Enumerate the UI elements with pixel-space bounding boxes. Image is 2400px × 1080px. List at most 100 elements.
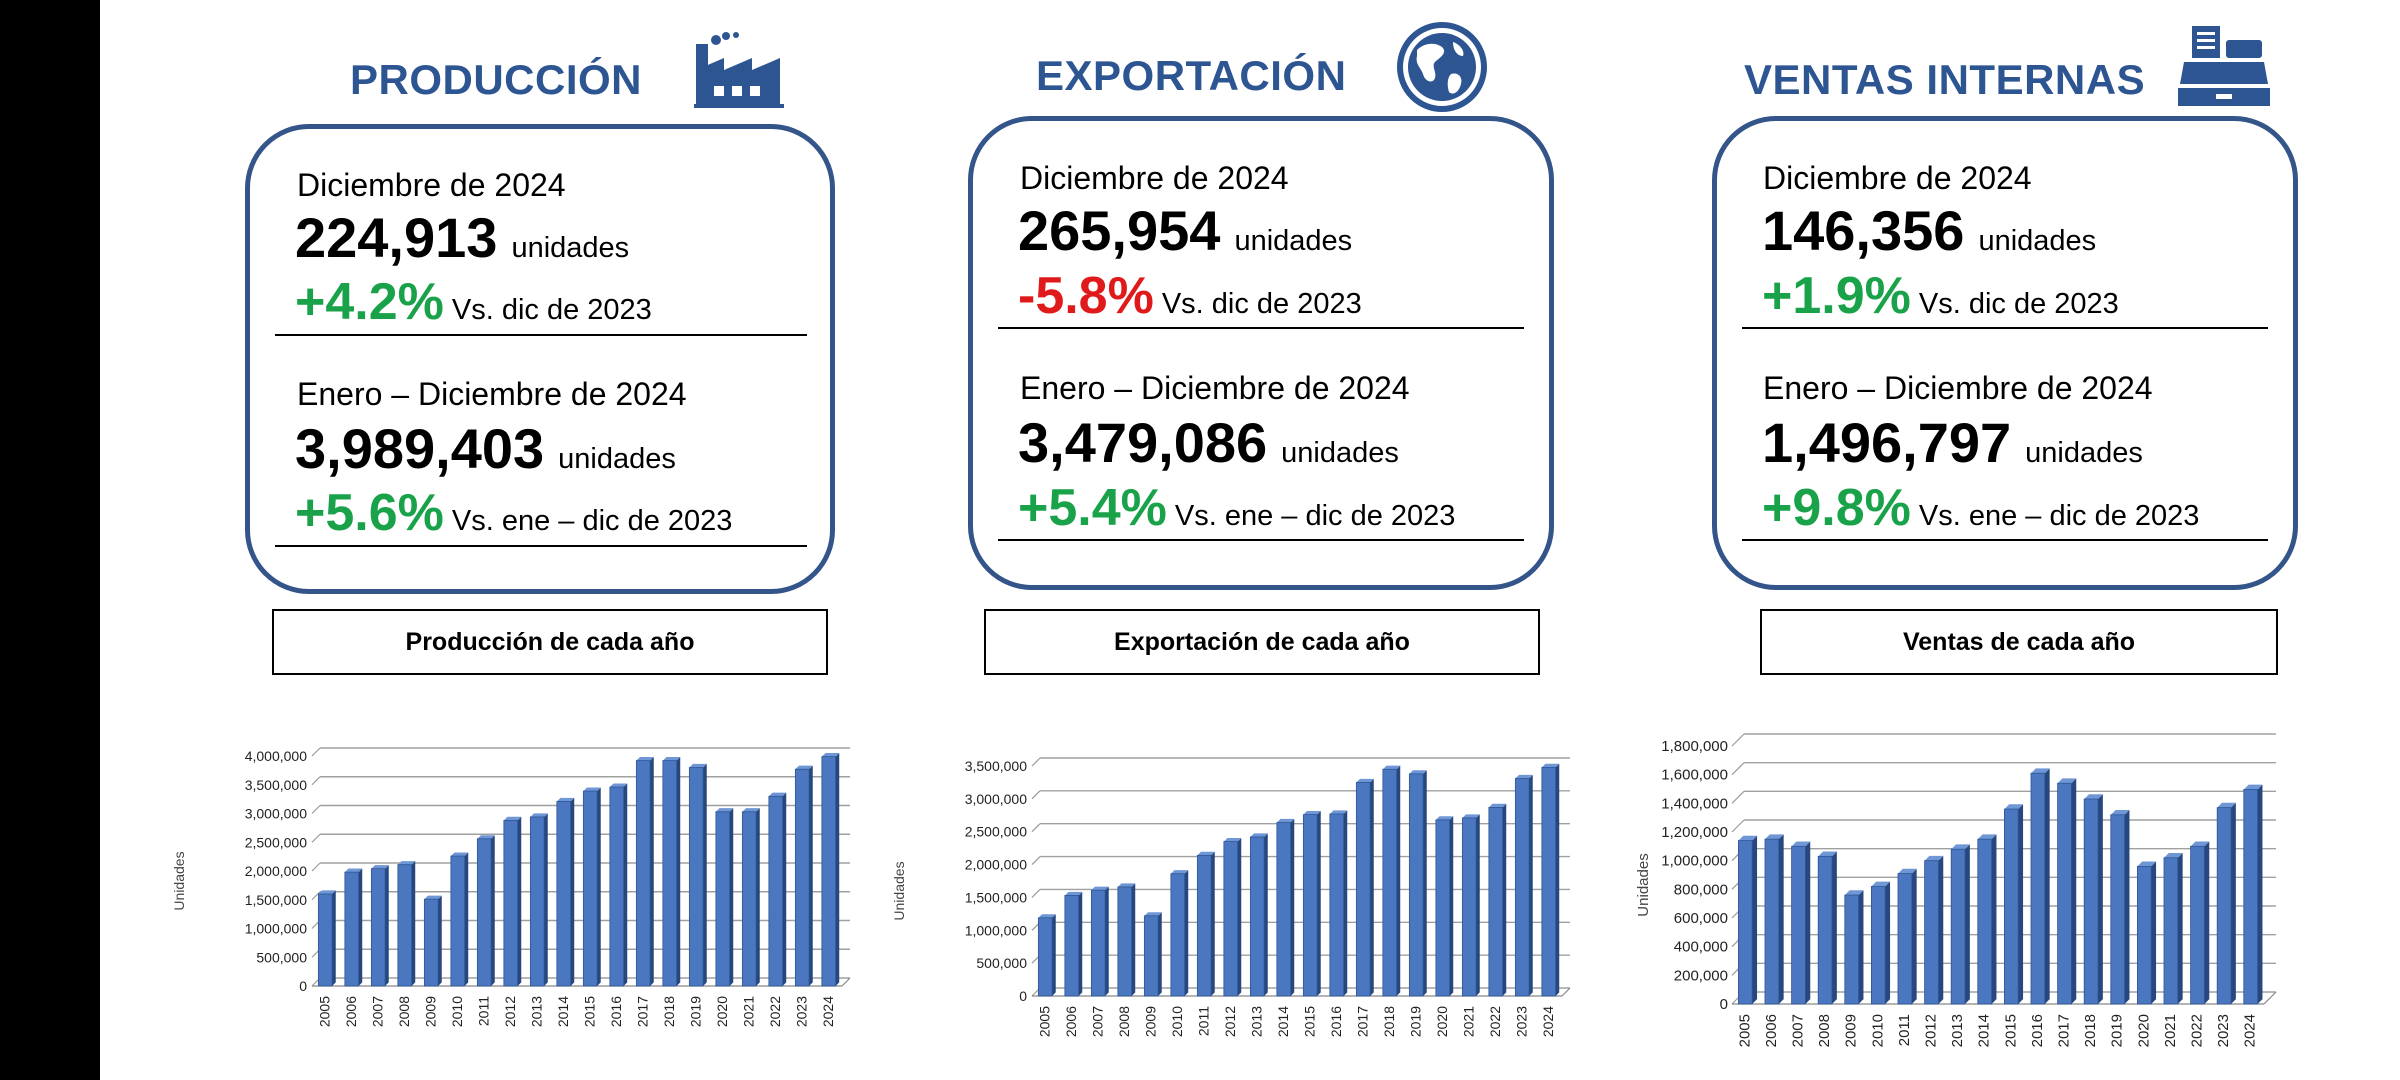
x-tick-label: 2015: [581, 996, 597, 1027]
y-tick-label: 2,500,000: [245, 834, 307, 850]
x-tick-label: 2009: [422, 996, 438, 1027]
ytd-value-row: 1,496,797 unidades: [1762, 410, 2143, 475]
bar-top: [609, 783, 628, 788]
bar: [2216, 807, 2232, 1005]
y-tick-label: 1,800,000: [1661, 738, 1728, 755]
bar-top: [1356, 778, 1374, 783]
x-tick-label: 2015: [2002, 1014, 2019, 1047]
bar: [1355, 782, 1371, 997]
x-tick-label: 2023: [793, 996, 809, 1027]
x-tick-label: 2023: [1513, 1006, 1529, 1037]
globe-icon: [1397, 22, 1487, 112]
bar-side: [1131, 883, 1136, 996]
grid-diag: [1031, 790, 1041, 800]
bar-side: [491, 835, 495, 986]
bar-top: [1382, 765, 1401, 770]
bar: [1276, 822, 1292, 997]
bar-top: [530, 813, 548, 817]
bar: [1844, 894, 1860, 1005]
bar: [1408, 773, 1424, 997]
bar-top: [2137, 861, 2157, 867]
bar: [1977, 838, 1993, 1005]
x-tick-label: 2022: [767, 996, 783, 1027]
bar-side: [1502, 803, 1507, 996]
ytd-period: Enero – Diciembre de 2024: [1020, 370, 1410, 406]
bar-side: [2044, 768, 2050, 1004]
bar-side: [1476, 814, 1480, 996]
ytd-units: unidades: [1281, 437, 1399, 469]
divider: [275, 334, 807, 336]
bar-top: [1064, 891, 1083, 896]
bar-side: [1938, 855, 1944, 1004]
x-tick-label: 2018: [2082, 1014, 2099, 1047]
bar-top: [450, 852, 469, 857]
bar-top: [344, 868, 363, 873]
bar: [1870, 886, 1886, 1005]
bar-top: [1764, 834, 1784, 840]
grid-diag: [311, 862, 321, 872]
bar: [1764, 838, 1780, 1005]
bar: [635, 760, 651, 987]
y-tick-label: 1,500,000: [965, 889, 1027, 905]
bar-side: [1396, 765, 1401, 996]
ytd-period: Enero – Diciembre de 2024: [1763, 370, 2153, 406]
bar-top: [1144, 912, 1162, 916]
y-tick-label: 400,000: [1674, 939, 1728, 956]
bar-side: [1290, 818, 1295, 996]
bar: [1249, 836, 1265, 997]
month-pct-row: +1.9% Vs. dic de 2023: [1762, 266, 2119, 326]
x-tick-label: 2024: [820, 996, 836, 1027]
bar: [794, 768, 810, 987]
month-value: 265,954: [1018, 199, 1221, 262]
x-tick-label: 2011: [1195, 1006, 1211, 1036]
bar-side: [1237, 837, 1242, 996]
bar: [1302, 814, 1318, 997]
x-tick-label: 2011: [1896, 1014, 1913, 1046]
bar: [1737, 840, 1753, 1005]
bar-side: [1832, 851, 1837, 1004]
bar-side: [1911, 868, 1917, 1004]
bar-top: [1897, 868, 1917, 874]
x-axis-depth: [1561, 987, 1571, 997]
divider: [275, 545, 807, 547]
divider: [998, 327, 1524, 329]
bar-side: [1449, 816, 1454, 996]
grid-diag: [311, 776, 321, 786]
bar-top: [583, 787, 601, 792]
x-tick-label: 2007: [1089, 1006, 1105, 1037]
ytd-pct: +5.4%: [1018, 479, 1167, 537]
bar-top: [1738, 835, 1758, 841]
ytd-pct: +5.6%: [295, 484, 444, 542]
bar-side: [2071, 778, 2077, 1004]
bar: [1924, 860, 1939, 1005]
y-tick-label: 3,000,000: [245, 806, 307, 822]
x-tick-label: 2008: [396, 996, 412, 1027]
left-black-bar: [0, 0, 100, 1080]
bar-top: [1276, 818, 1295, 823]
bar-side: [650, 757, 654, 986]
x-tick-label: 2012: [1923, 1014, 1940, 1047]
month-value-row: 146,356 unidades: [1762, 198, 2096, 263]
bar: [1541, 766, 1557, 997]
month-value-row: 224,913 unidades: [295, 205, 629, 270]
x-tick-label: 2010: [1869, 1014, 1886, 1047]
month-pct: +4.2%: [295, 273, 444, 331]
bar: [1143, 915, 1159, 997]
ytd-value-row: 3,479,086 unidades: [1018, 410, 1399, 475]
bar-top: [2217, 802, 2236, 808]
chart-produccion: 0 500,000 1,000,000 1,500,000 2,000,000 2,500…: [171, 747, 851, 1027]
bar-top: [2004, 804, 2024, 810]
bar: [1117, 886, 1133, 997]
bar-side: [1343, 810, 1348, 996]
bar-top: [662, 757, 681, 761]
bar-side: [809, 765, 813, 986]
bar-top: [1223, 837, 1242, 842]
bar-top: [2243, 784, 2263, 790]
bar: [2003, 808, 2019, 1005]
ytd-pct-row: +9.8% Vs. ene – dic de 2023: [1762, 478, 2199, 538]
x-tick-label: 2008: [1116, 1006, 1132, 1037]
x-tick-label: 2017: [1354, 1006, 1370, 1037]
bar-top: [1409, 770, 1427, 774]
bar-top: [636, 757, 654, 761]
y-tick-label: 800,000: [1674, 881, 1728, 898]
